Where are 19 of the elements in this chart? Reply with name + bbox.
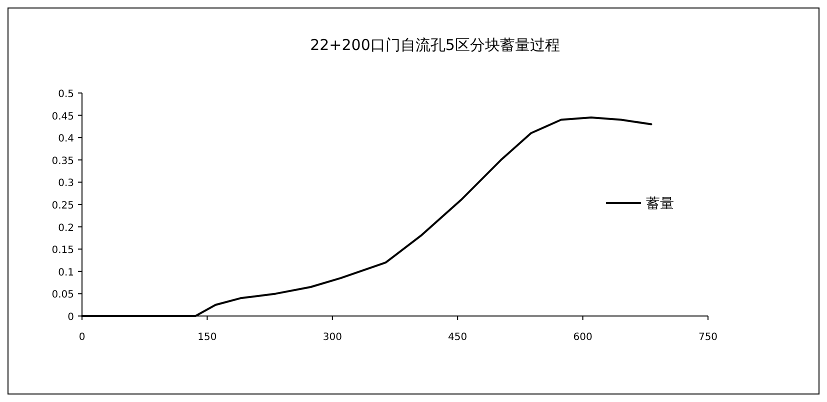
- y-tick-label: 0.3: [58, 178, 74, 190]
- y-tick-label: 0.15: [52, 245, 74, 256]
- x-tick-label: 600: [573, 332, 592, 343]
- y-tick-label: 0.5: [58, 89, 74, 100]
- y-tick-label: 0: [68, 312, 74, 323]
- x-tick-label: 300: [322, 332, 342, 343]
- x-tick-label: 0: [78, 332, 86, 343]
- x-tick-label: 750: [698, 332, 718, 343]
- y-tick-label: 0.4: [58, 134, 74, 145]
- y-tick-label: 0.35: [52, 156, 74, 167]
- y-tick-label: 0.05: [52, 290, 74, 301]
- x-tick-label: 150: [198, 332, 217, 343]
- legend-label: 蓄量: [646, 196, 674, 212]
- y-tick-label: 0.1: [58, 267, 74, 278]
- chart-title: 22+200口门自流孔5区分块蓄量过程: [310, 36, 560, 54]
- y-tick-label: 0.25: [52, 200, 74, 212]
- y-tick-label: 0.45: [52, 111, 74, 122]
- x-tick-label: 450: [448, 332, 468, 343]
- y-tick-label: 0.2: [58, 222, 74, 234]
